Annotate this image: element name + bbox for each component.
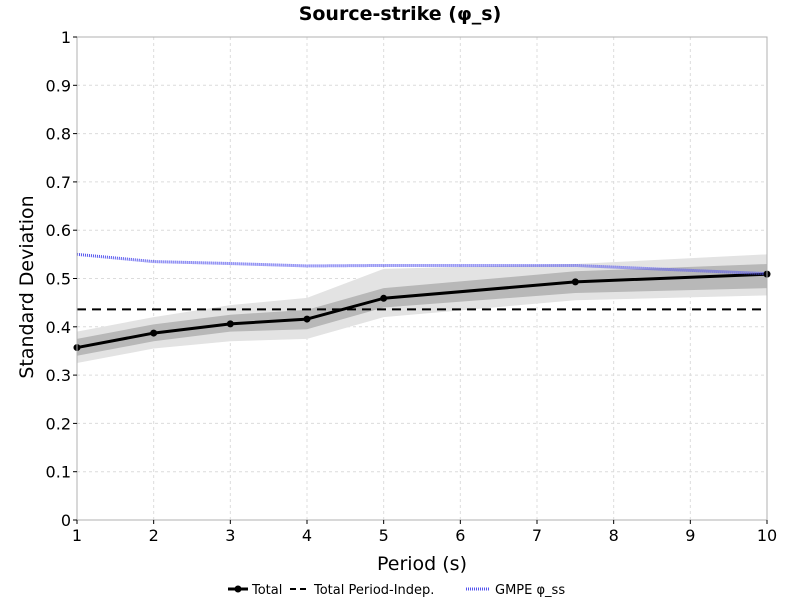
legend-label: Total Period-Indep.	[313, 583, 434, 598]
y-ticks: 0 0.1 0.2 0.3 0.4 0.5 0.6 0.7 0.8 0.9 1	[46, 28, 77, 530]
y-tick-label: 0.9	[46, 76, 71, 95]
gmpe-line	[76, 252, 768, 276]
inner-band	[77, 264, 767, 356]
y-tick-label: 0	[61, 511, 71, 530]
chart-title: Source-strike (φ_s)	[299, 3, 502, 25]
x-tick-label: 6	[455, 526, 465, 545]
y-tick-label: 0.2	[46, 414, 71, 433]
y-tick-label: 0.8	[46, 125, 71, 144]
x-tick-label: 4	[302, 526, 312, 545]
x-tick-label: 8	[609, 526, 619, 545]
total-point	[571, 278, 579, 286]
legend-label: GMPE φ_ss	[495, 583, 565, 598]
y-tick-label: 0.4	[46, 318, 71, 337]
legend-item: Total	[228, 583, 282, 598]
total-point	[303, 315, 311, 323]
y-tick-label: 0.3	[46, 366, 71, 385]
total-point	[380, 294, 388, 302]
x-tick-label: 10	[757, 526, 777, 545]
legend: Total Total Period-Indep. GMPE φ_ss	[228, 583, 565, 598]
y-tick-label: 0.1	[46, 463, 71, 482]
series-markers	[73, 270, 771, 352]
x-tick-label: 7	[532, 526, 542, 545]
y-tick-label: 1	[61, 28, 71, 47]
legend-label: Total	[251, 583, 282, 598]
total-point	[226, 320, 234, 328]
legend-marker	[234, 585, 242, 593]
x-tick-label: 1	[72, 526, 82, 545]
y-tick-label: 0.6	[46, 221, 71, 240]
y-axis-label: Standard Deviation	[16, 195, 38, 378]
x-ticks: 1 2 3 4 5 6 7 8 9 10	[72, 520, 777, 545]
y-tick-label: 0.5	[46, 270, 71, 289]
x-axis-label: Period (s)	[377, 553, 467, 575]
y-tick-label: 0.7	[46, 173, 71, 192]
x-tick-label: 9	[685, 526, 695, 545]
total-point	[150, 329, 158, 337]
legend-item: Total Period-Indep.	[290, 583, 434, 598]
x-tick-label: 3	[225, 526, 235, 545]
legend-item: GMPE φ_ss	[466, 583, 565, 598]
x-tick-label: 5	[379, 526, 389, 545]
x-tick-label: 2	[149, 526, 159, 545]
